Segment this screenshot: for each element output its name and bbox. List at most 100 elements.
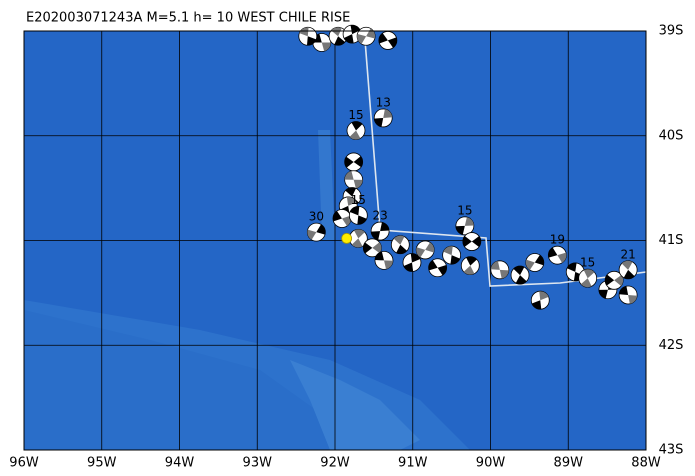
ball-quadrant <box>306 36 317 46</box>
ball-quadrant <box>363 242 373 254</box>
ball-quadrant <box>393 235 405 245</box>
focal-mechanism <box>362 238 382 258</box>
ball-quadrant <box>380 222 390 232</box>
focal-mechanism <box>342 24 362 44</box>
ball-quadrant <box>351 238 363 248</box>
x-tick-label: 91W <box>398 456 428 471</box>
ball-quadrant <box>374 251 384 261</box>
ball-quadrant <box>614 275 624 286</box>
focal-mechanism <box>344 152 364 172</box>
ball-quadrant <box>349 130 361 140</box>
depth-label: 30 <box>309 210 324 224</box>
ball-quadrant <box>387 37 397 48</box>
ball-quadrant <box>343 34 354 44</box>
ball-quadrant <box>628 294 638 304</box>
x-tick-label: 95W <box>87 456 117 471</box>
ball-quadrant <box>462 236 472 247</box>
focal-mechanism <box>604 270 624 290</box>
ball-quadrant <box>548 247 558 258</box>
ball-quadrant <box>307 229 317 240</box>
x-tick-label: 89W <box>554 456 584 471</box>
ball-quadrant <box>567 262 577 272</box>
depth-label: 15 <box>351 193 366 207</box>
ball-quadrant <box>428 260 438 271</box>
focal-mechanism <box>370 221 390 241</box>
ball-quadrant <box>464 217 474 226</box>
ball-quadrant <box>450 255 460 265</box>
depth-label: 21 <box>620 247 635 261</box>
y-tick-label: 41S <box>659 233 684 248</box>
y-tick-label: 40S <box>659 128 684 143</box>
depth-label: 15 <box>348 108 363 122</box>
epicenter <box>341 233 353 244</box>
ball-quadrant <box>525 259 535 270</box>
focal-mechanism <box>402 253 422 272</box>
seafloor-shade <box>290 360 420 450</box>
ball-quadrant <box>346 196 357 206</box>
ball-quadrant <box>321 42 331 52</box>
focal-mechanism <box>530 290 550 310</box>
ball-quadrant <box>353 179 363 189</box>
focal-mechanism <box>332 209 352 228</box>
ball-quadrant <box>583 269 595 279</box>
y-tick-label: 43S <box>659 443 684 458</box>
x-tick-label: 96W <box>9 456 39 471</box>
ball-quadrant <box>345 187 357 197</box>
ball-quadrant <box>621 260 633 270</box>
x-tick-label: 90W <box>476 456 506 471</box>
ball-quadrant <box>499 269 509 279</box>
depth-label: 15 <box>580 256 595 270</box>
focal-mechanism <box>490 260 510 280</box>
focal-mechanism <box>390 235 410 255</box>
depth-label: 13 <box>376 95 391 109</box>
ball-quadrant <box>344 171 354 180</box>
x-tick-label: 88W <box>631 456 661 471</box>
ball-quadrant <box>403 262 414 272</box>
ball-quadrant <box>354 229 365 239</box>
ball-quadrant <box>557 252 567 263</box>
ball-quadrant <box>416 247 426 258</box>
focal-mechanism <box>356 26 376 46</box>
ball-quadrant <box>515 275 527 285</box>
ball-quadrant <box>374 117 384 127</box>
focal-mechanism <box>618 260 638 280</box>
y-tick-label: 39S <box>659 24 684 39</box>
ball-quadrant <box>490 261 500 270</box>
ball-quadrant <box>316 224 326 235</box>
ball-quadrant <box>353 156 363 168</box>
frame <box>23 30 647 451</box>
ball-quadrant <box>351 121 363 131</box>
ball-quadrant <box>341 215 351 226</box>
ball-quadrant <box>299 27 309 37</box>
focal-mechanism <box>306 222 326 242</box>
focal-mechanism <box>442 245 462 265</box>
ball-quadrant <box>350 25 361 35</box>
ball-quadrant <box>349 206 360 216</box>
ball-quadrant <box>623 269 635 279</box>
focal-mechanism <box>460 256 480 276</box>
ball-quadrant <box>534 255 544 266</box>
ball-quadrant <box>580 278 592 288</box>
ball-quadrant <box>443 246 453 256</box>
ball-quadrant <box>357 33 367 45</box>
focal-mechanism <box>346 121 366 140</box>
y-tick-label: 42S <box>659 338 684 353</box>
ball-quadrant <box>331 27 342 37</box>
x-tick-label: 93W <box>243 456 273 471</box>
ball-quadrant <box>334 36 345 46</box>
ball-quadrant <box>332 211 342 222</box>
ball-quadrant <box>605 274 615 286</box>
ball-quadrant <box>371 231 381 240</box>
focal-mechanism <box>462 232 482 251</box>
ball-quadrant <box>378 33 388 44</box>
focal-mechanism <box>428 258 448 278</box>
depth-label: 15 <box>457 203 472 217</box>
ball-quadrant <box>396 244 407 254</box>
focal-mechanism <box>373 108 393 128</box>
focal-mechanism <box>374 251 394 270</box>
focal-mechanism <box>378 31 398 50</box>
ball-quadrant <box>344 156 354 168</box>
focal-mechanism <box>525 253 545 272</box>
ball-quadrant <box>437 265 447 276</box>
ball-quadrant <box>619 286 629 295</box>
